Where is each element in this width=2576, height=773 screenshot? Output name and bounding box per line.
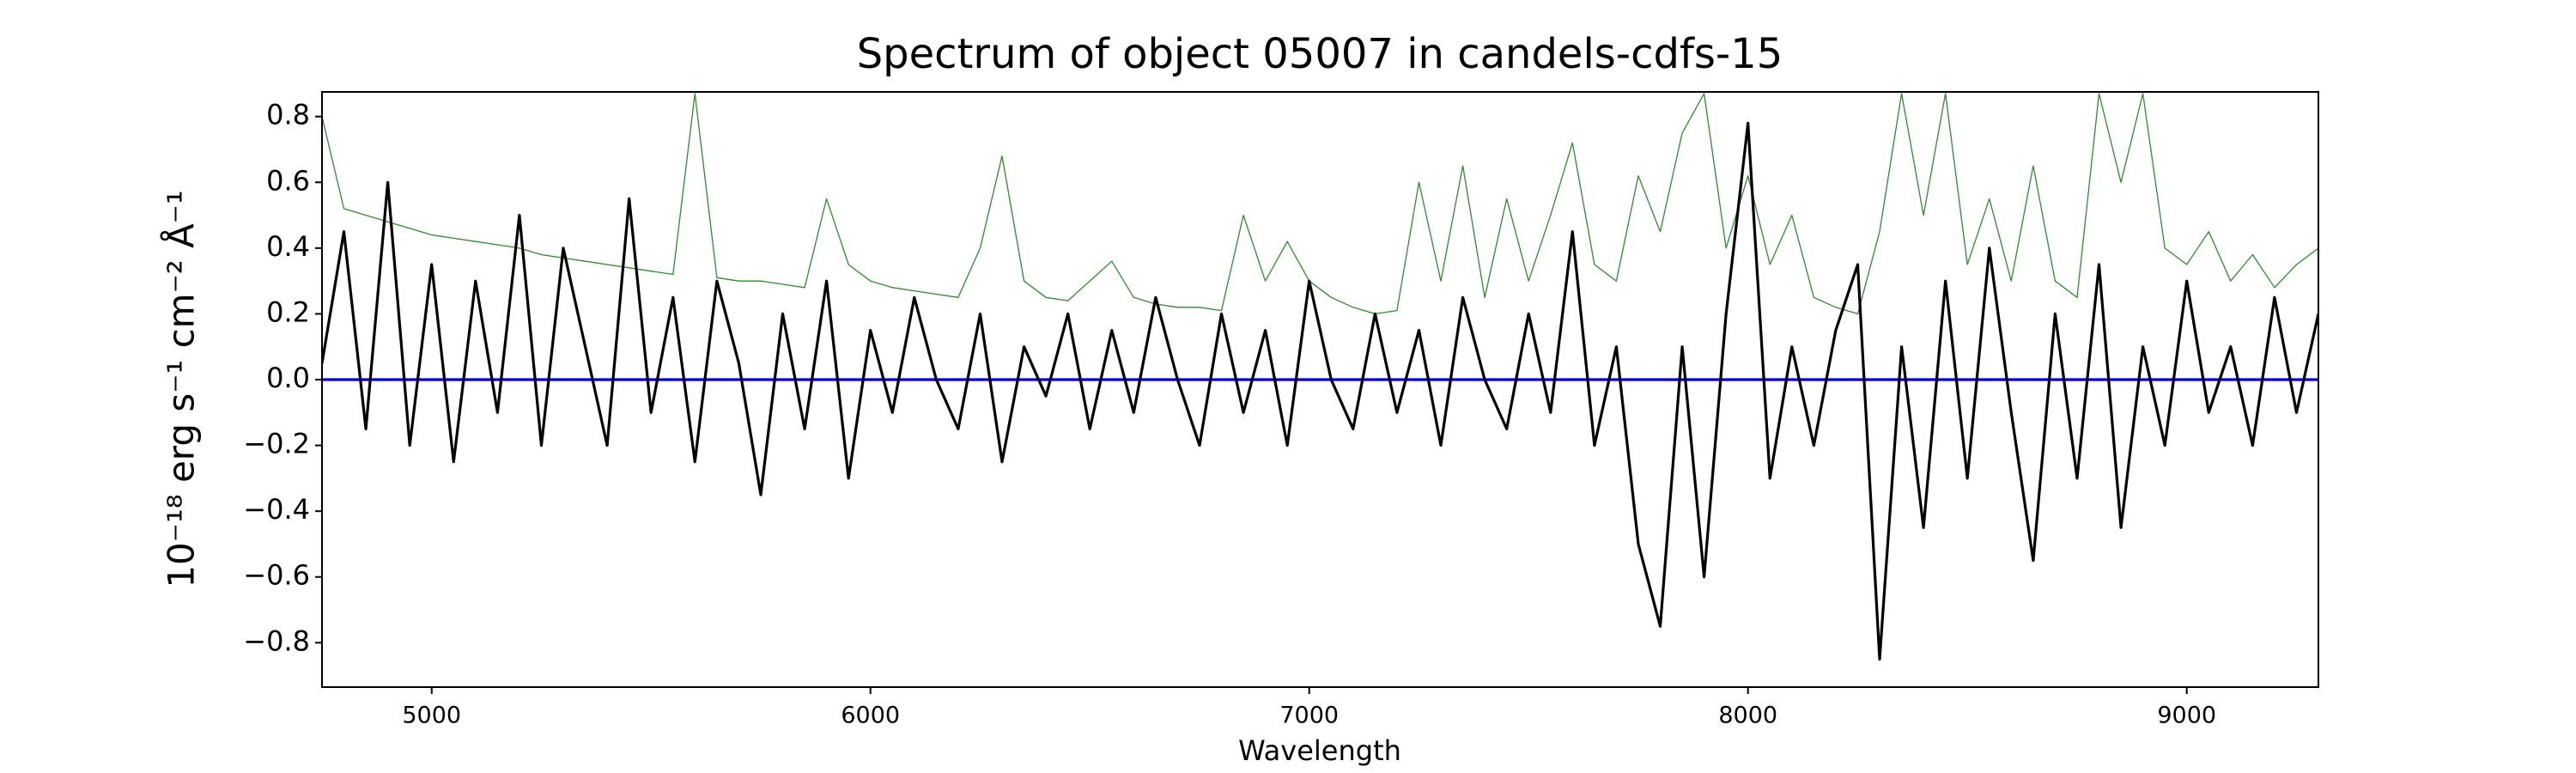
spectrum-line bbox=[322, 93, 2318, 315]
y-tick-label: 0.8 bbox=[266, 99, 310, 131]
y-tick-label: −0.6 bbox=[243, 559, 310, 592]
y-tick-label: −0.2 bbox=[243, 428, 310, 460]
x-axis-label: Wavelength bbox=[1238, 734, 1401, 767]
y-tick-label: 0.4 bbox=[266, 230, 310, 263]
y-tick-label: 0.6 bbox=[266, 164, 310, 197]
plot-area bbox=[322, 93, 2318, 661]
x-tick-label: 8000 bbox=[1718, 703, 1777, 729]
y-axis-label: 10⁻¹⁸ erg s⁻¹ cm⁻² Å⁻¹ bbox=[160, 190, 203, 587]
x-tick-label: 9000 bbox=[2157, 703, 2216, 729]
chart-title: Spectrum of object 05007 in candels-cdfs… bbox=[857, 30, 1783, 78]
plot-frame bbox=[321, 91, 2319, 688]
y-tick-label: 0.2 bbox=[266, 295, 310, 328]
y-tick-label: 0.0 bbox=[266, 362, 310, 394]
x-tick-label: 5000 bbox=[402, 703, 461, 729]
spectrum-line bbox=[322, 121, 2318, 661]
y-tick-label: −0.8 bbox=[243, 624, 310, 657]
x-tick-label: 6000 bbox=[841, 703, 900, 729]
x-tick-label: 7000 bbox=[1279, 703, 1339, 729]
y-tick-label: −0.4 bbox=[243, 493, 310, 526]
